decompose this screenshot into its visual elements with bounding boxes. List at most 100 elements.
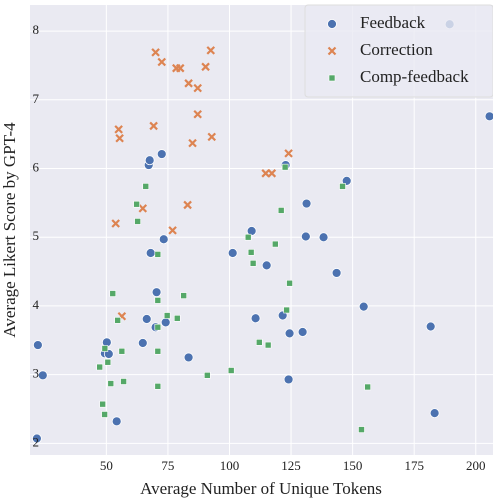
point: [277, 207, 285, 214]
point: [154, 347, 162, 355]
point: [283, 374, 294, 385]
point: [109, 290, 117, 297]
y-tick-label: 5: [33, 228, 40, 243]
point: [137, 338, 148, 348]
point: [101, 345, 109, 352]
point: [484, 111, 493, 122]
point: [193, 83, 202, 93]
point: [104, 358, 112, 366]
point: [271, 240, 279, 248]
point: [118, 347, 126, 355]
point: [168, 226, 177, 235]
point: [201, 62, 210, 72]
point: [31, 433, 42, 444]
point: [96, 363, 103, 371]
point: [154, 323, 162, 331]
point: [173, 314, 181, 322]
point: [151, 287, 162, 298]
point: [227, 248, 238, 258]
point: [425, 321, 436, 332]
point: [246, 226, 257, 236]
point: [115, 134, 124, 143]
point: [37, 370, 48, 381]
point: [133, 200, 140, 208]
point: [107, 380, 115, 387]
point: [142, 183, 150, 190]
point: [284, 149, 293, 158]
point: [301, 198, 312, 209]
legend-label: Correction: [360, 40, 433, 59]
point: [204, 372, 211, 379]
point: [284, 328, 295, 339]
point: [111, 219, 120, 228]
point: [141, 314, 152, 324]
point: [184, 79, 193, 88]
point: [261, 260, 272, 271]
point: [364, 383, 371, 391]
point: [114, 125, 123, 134]
x-tick-label: 75: [161, 458, 174, 473]
y-tick-label: 4: [33, 297, 40, 312]
point: [120, 378, 127, 385]
point: [149, 121, 158, 131]
point: [138, 204, 148, 213]
point: [206, 46, 216, 55]
point: [156, 149, 167, 159]
point: [145, 248, 156, 258]
x-tick-label: 100: [220, 458, 240, 473]
legend-marker: [327, 19, 337, 29]
point: [160, 317, 171, 328]
x-tick-label: 200: [466, 458, 486, 473]
y-tick-label: 2: [33, 434, 40, 449]
point: [358, 301, 369, 312]
point: [297, 327, 308, 337]
x-axis-title: Average Number of Unique Tokens: [140, 479, 382, 498]
point: [300, 231, 311, 242]
legend-marker: [327, 46, 337, 56]
point: [429, 408, 440, 418]
point: [134, 218, 141, 225]
x-tick-label: 150: [343, 458, 363, 473]
x-tick-label: 175: [404, 458, 424, 473]
point: [249, 260, 257, 267]
point: [154, 382, 162, 390]
point: [111, 416, 122, 427]
point: [154, 297, 162, 304]
point: [286, 279, 293, 287]
point: [99, 400, 106, 408]
point: [244, 233, 252, 241]
point: [175, 63, 185, 73]
point: [193, 109, 202, 119]
point: [227, 367, 235, 374]
legend-box: [304, 4, 493, 98]
point: [154, 251, 162, 258]
point: [281, 163, 289, 171]
legend-marker: [328, 74, 336, 82]
point: [267, 169, 277, 178]
point: [339, 183, 346, 190]
point: [32, 340, 43, 350]
point: [114, 317, 121, 324]
point: [144, 155, 155, 166]
point: [183, 200, 192, 210]
point: [318, 232, 329, 243]
x-tick-label: 125: [281, 458, 301, 473]
point: [163, 312, 171, 319]
point: [157, 57, 167, 67]
x-tick-label: 50: [100, 458, 113, 473]
y-tick-label: 6: [33, 159, 40, 174]
point: [158, 234, 169, 245]
y-tick-label: 7: [33, 91, 40, 106]
legend-label: Feedback: [360, 13, 426, 32]
y-tick-label: 3: [33, 366, 40, 381]
point: [188, 138, 197, 148]
point: [250, 313, 261, 324]
legend-label: Comp-feedback: [360, 67, 469, 86]
point: [331, 268, 342, 278]
point: [180, 292, 187, 299]
point: [183, 352, 194, 363]
point: [255, 339, 263, 346]
point: [247, 249, 255, 256]
y-axis-title: Average Likert Score by GPT-4: [0, 122, 19, 338]
